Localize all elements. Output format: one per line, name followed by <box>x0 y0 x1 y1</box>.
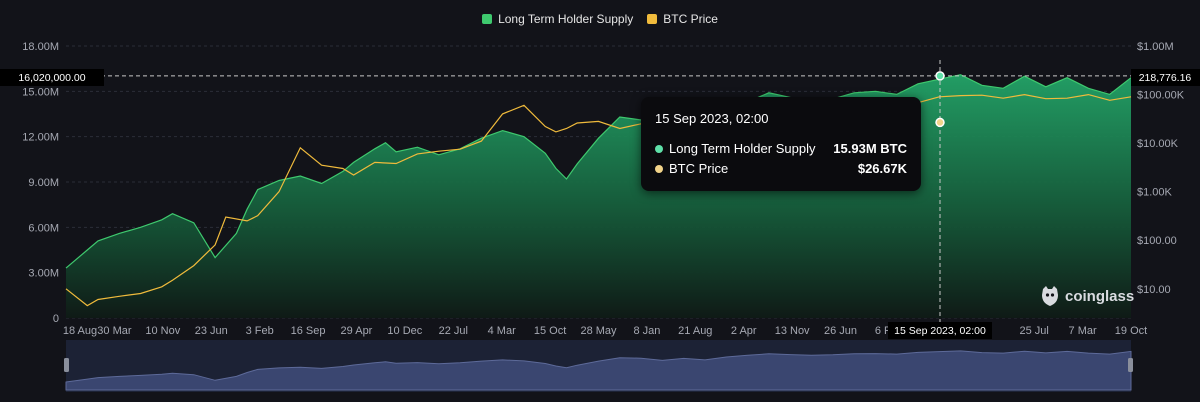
x-tick-label: 25 Jul <box>1020 325 1049 337</box>
y-right-tick-label: $10.00K <box>1137 138 1179 150</box>
btc-price-line <box>65 93 1132 307</box>
tooltip-label: Long Term Holder Supply <box>669 141 816 156</box>
navigator-left-handle[interactable] <box>64 358 69 372</box>
x-tick-label: 23 Jun <box>195 325 228 337</box>
crosshair-right-value: 218,776.16 <box>1139 72 1192 84</box>
x-tick-label: 21 Aug <box>678 325 712 337</box>
logo-text: coinglass <box>1065 287 1135 305</box>
legend-label: BTC Price <box>663 12 718 26</box>
coinglass-logo: coinglass <box>1040 285 1134 307</box>
crosshair-date-badge <box>888 322 992 339</box>
legend-swatch-icon <box>482 14 493 24</box>
y-right-tick-label: $10.00 <box>1137 284 1171 296</box>
x-tick-label: 16 Sep <box>291 325 326 337</box>
y-left-tick-label: 0 <box>53 313 59 325</box>
tooltip-title: 15 Sep 2023, 02:00 <box>655 111 769 126</box>
tooltip-row-price: BTC Price $26.67K <box>655 161 907 176</box>
navigator-right-handle[interactable] <box>1128 358 1133 372</box>
crosshair-left-badge <box>0 69 104 86</box>
x-tick-label: 10 Nov <box>145 325 180 337</box>
long-term-holder-supply-line <box>65 74 1132 269</box>
crosshair-date: 15 Sep 2023, 02:00 <box>894 325 986 337</box>
x-tick-label: 2 Apr <box>731 325 757 337</box>
x-tick-label: 13 Nov <box>775 325 810 337</box>
legend-item-btc-price[interactable]: BTC Price <box>647 12 718 26</box>
y-right-tick-label: $1.00K <box>1137 187 1173 199</box>
x-tick-label: 18 Aug <box>63 325 97 337</box>
legend-label: Long Term Holder Supply <box>498 12 634 26</box>
tooltip-row-supply: Long Term Holder Supply 15.93M BTC <box>655 141 907 156</box>
x-tick-label: 10 Dec <box>387 325 422 337</box>
x-tick-label: 30 Mar <box>97 325 132 337</box>
tooltip-dot-icon <box>655 164 663 173</box>
y-left-tick-label: 3.00M <box>28 268 59 280</box>
x-tick-label: 8 Jan <box>633 325 660 337</box>
y-left-tick-label: 15.00M <box>22 86 59 98</box>
y-left-tick-label: 9.00M <box>28 177 59 189</box>
x-tick-label: 7 Mar <box>1069 325 1097 337</box>
legend-swatch-icon <box>647 14 658 24</box>
tooltip-value: 15.93M BTC <box>833 141 907 156</box>
range-navigator[interactable] <box>64 340 1133 392</box>
x-tick-label: 26 Jun <box>824 325 857 337</box>
y-right-tick-label: $100.00K <box>1137 90 1185 102</box>
tooltip-value: $26.67K <box>857 161 907 176</box>
y-right-tick-label: $100.00 <box>1137 235 1177 247</box>
long-term-holder-supply-area <box>66 74 1131 318</box>
legend-item-long-term-holder-supply[interactable]: Long Term Holder Supply <box>482 12 633 26</box>
tooltip-label: BTC Price <box>669 161 729 176</box>
tooltip: 15 Sep 2023, 02:00 Long Term Holder Supp… <box>641 97 921 191</box>
crosshair-right-badge <box>1131 69 1200 86</box>
coinglass-logo-icon <box>1042 286 1058 306</box>
tooltip-dot-icon <box>655 144 663 153</box>
y-left-tick-label: 12.00M <box>22 132 59 144</box>
navigator-series-area <box>65 350 1132 391</box>
chart-legend: Long Term Holder Supply BTC Price <box>0 12 1200 26</box>
x-tick-label: 19 Oct <box>1115 325 1147 337</box>
y-right-tick-label: $1.00M <box>1137 41 1174 53</box>
y-left-tick-label: 18.00M <box>22 41 59 53</box>
y-left-tick-label: 6.00M <box>28 222 59 234</box>
x-tick-label: 29 Apr <box>341 325 373 337</box>
crosshair-point-supply <box>935 71 945 81</box>
crosshair: 16,020,000.00 218,776.16 15 Sep 2023, 02… <box>0 60 1200 339</box>
x-tick-label: 28 May <box>580 325 617 337</box>
x-tick-label: 3 Feb <box>246 325 274 337</box>
crosshair-left-value: 16,020,000.00 <box>18 72 85 84</box>
x-tick-label: 4 Mar <box>488 325 516 337</box>
x-tick-label: 22 Jul <box>439 325 468 337</box>
crosshair-point-price <box>935 117 945 128</box>
x-tick-label: 15 Oct <box>534 325 566 337</box>
